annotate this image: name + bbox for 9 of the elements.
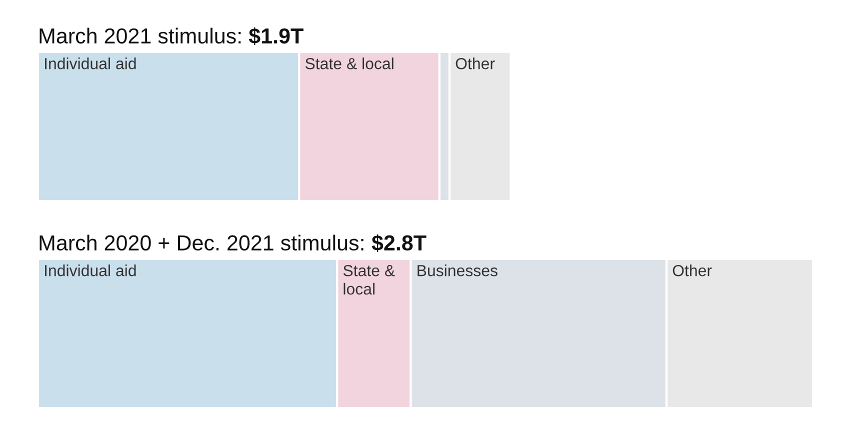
text: State & local xyxy=(343,264,395,295)
series-label: Other xyxy=(672,264,712,276)
series-label: Individual aid xyxy=(45,264,136,276)
y-tick-label: March 2021 stimulus: $1.9T xyxy=(40,27,304,45)
y-tick-label: March 2020 + Dec. 2021 stimulus: $2.8T xyxy=(40,234,426,252)
series-label: State & local xyxy=(305,58,394,70)
text: Other xyxy=(456,58,495,70)
text: Individual aid xyxy=(45,58,136,70)
series-label: Businesses xyxy=(418,264,498,276)
